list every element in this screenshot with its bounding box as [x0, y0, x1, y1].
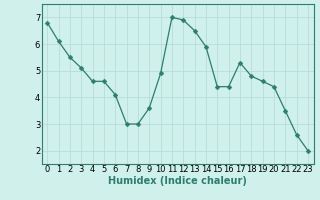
X-axis label: Humidex (Indice chaleur): Humidex (Indice chaleur) [108, 176, 247, 186]
